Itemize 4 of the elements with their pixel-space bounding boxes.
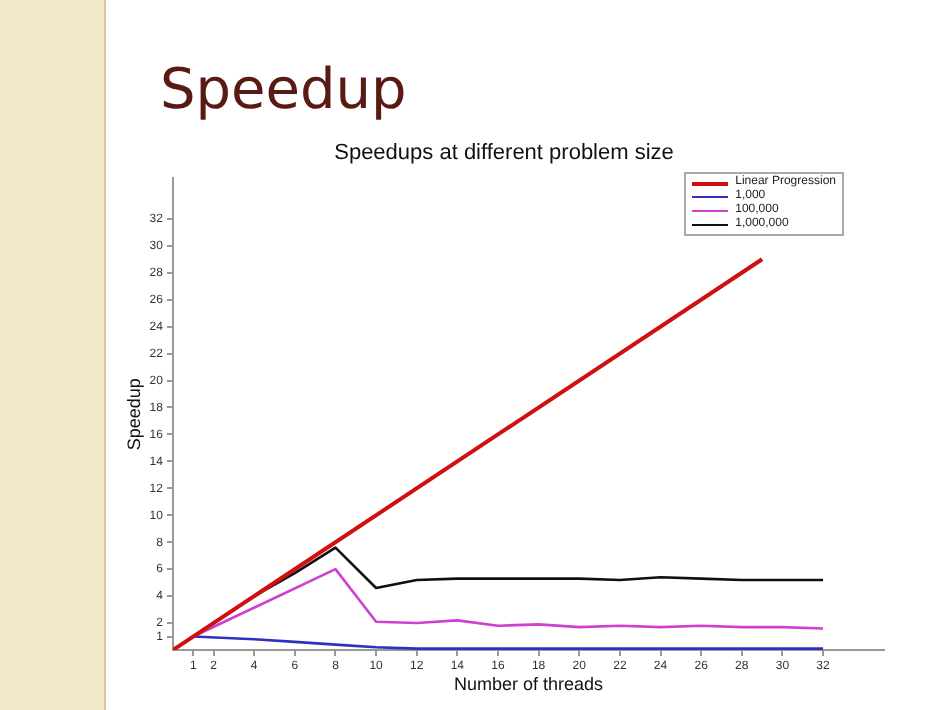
chart-title: Speedup bbox=[160, 56, 407, 122]
x-axis-title: Number of threads bbox=[453, 674, 604, 695]
y-axis-title: Speedup bbox=[123, 378, 144, 451]
chart-subtitle: Speedups at different problem size bbox=[334, 141, 674, 166]
